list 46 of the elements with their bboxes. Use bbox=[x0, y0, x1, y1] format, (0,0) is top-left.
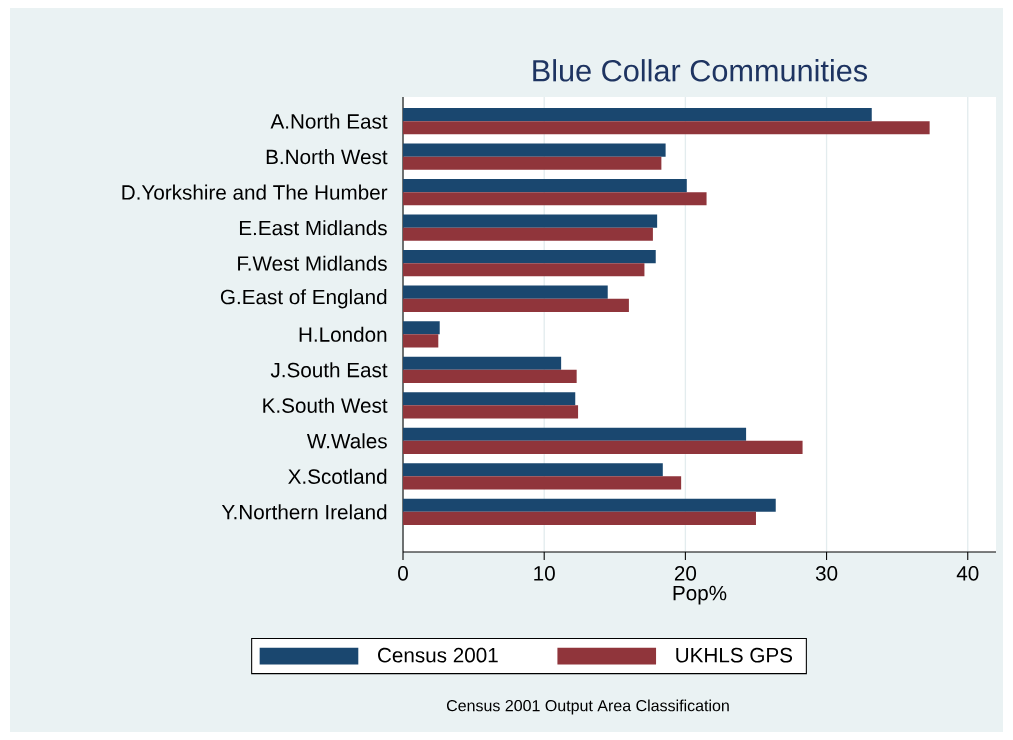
bar bbox=[403, 285, 608, 299]
y-tick-label: W.Wales bbox=[306, 433, 387, 449]
y-tick-label: F.West Midlands bbox=[238, 255, 387, 271]
y-tick-label: Y.Northern Ireland bbox=[221, 504, 387, 520]
bar bbox=[403, 392, 576, 406]
chart-title: Blue Collar Communities bbox=[533, 59, 868, 82]
bar bbox=[403, 334, 439, 348]
bar bbox=[403, 476, 682, 490]
bar bbox=[403, 321, 440, 335]
bar bbox=[403, 108, 872, 122]
bar bbox=[403, 356, 562, 370]
x-tick-label: 10 bbox=[534, 566, 555, 581]
y-tick-label: H.London bbox=[299, 326, 387, 342]
y-tick-label: X.Scotland bbox=[288, 468, 387, 484]
x-tick-label: 0 bbox=[398, 566, 408, 581]
bar bbox=[403, 463, 663, 477]
bar bbox=[403, 156, 662, 170]
bar bbox=[403, 498, 776, 512]
bar bbox=[403, 263, 645, 277]
x-axis-title: Pop% bbox=[673, 585, 727, 605]
x-tick-label: 30 bbox=[815, 566, 838, 581]
legend-label: Census 2001 bbox=[378, 647, 498, 663]
bar bbox=[403, 250, 656, 264]
bar bbox=[403, 405, 579, 419]
bar bbox=[403, 298, 629, 312]
bar bbox=[403, 214, 658, 228]
bar bbox=[403, 511, 756, 526]
bar bbox=[403, 427, 747, 441]
bar bbox=[403, 369, 577, 383]
bar bbox=[403, 192, 707, 206]
y-tick-label: B.North West bbox=[266, 149, 388, 165]
y-tick-label: K.South West bbox=[263, 397, 388, 413]
y-tick-label: E.East Midlands bbox=[239, 220, 387, 236]
bar bbox=[403, 440, 803, 454]
y-tick-label: G.East of England bbox=[220, 289, 387, 309]
y-tick-label: D.Yorkshire and The Humber bbox=[122, 184, 388, 200]
y-tick-label: A.North East bbox=[270, 113, 388, 129]
x-tick-label: 40 bbox=[956, 566, 979, 581]
bar bbox=[403, 227, 653, 241]
text: Census 2001 Output Area Classification bbox=[446, 699, 729, 715]
bar bbox=[403, 179, 687, 193]
bar bbox=[403, 143, 666, 157]
legend-label: UKHLS GPS bbox=[676, 647, 793, 663]
y-tick-label: J.South East bbox=[270, 362, 388, 378]
bar bbox=[403, 121, 930, 135]
x-tick-label: 20 bbox=[674, 566, 697, 581]
